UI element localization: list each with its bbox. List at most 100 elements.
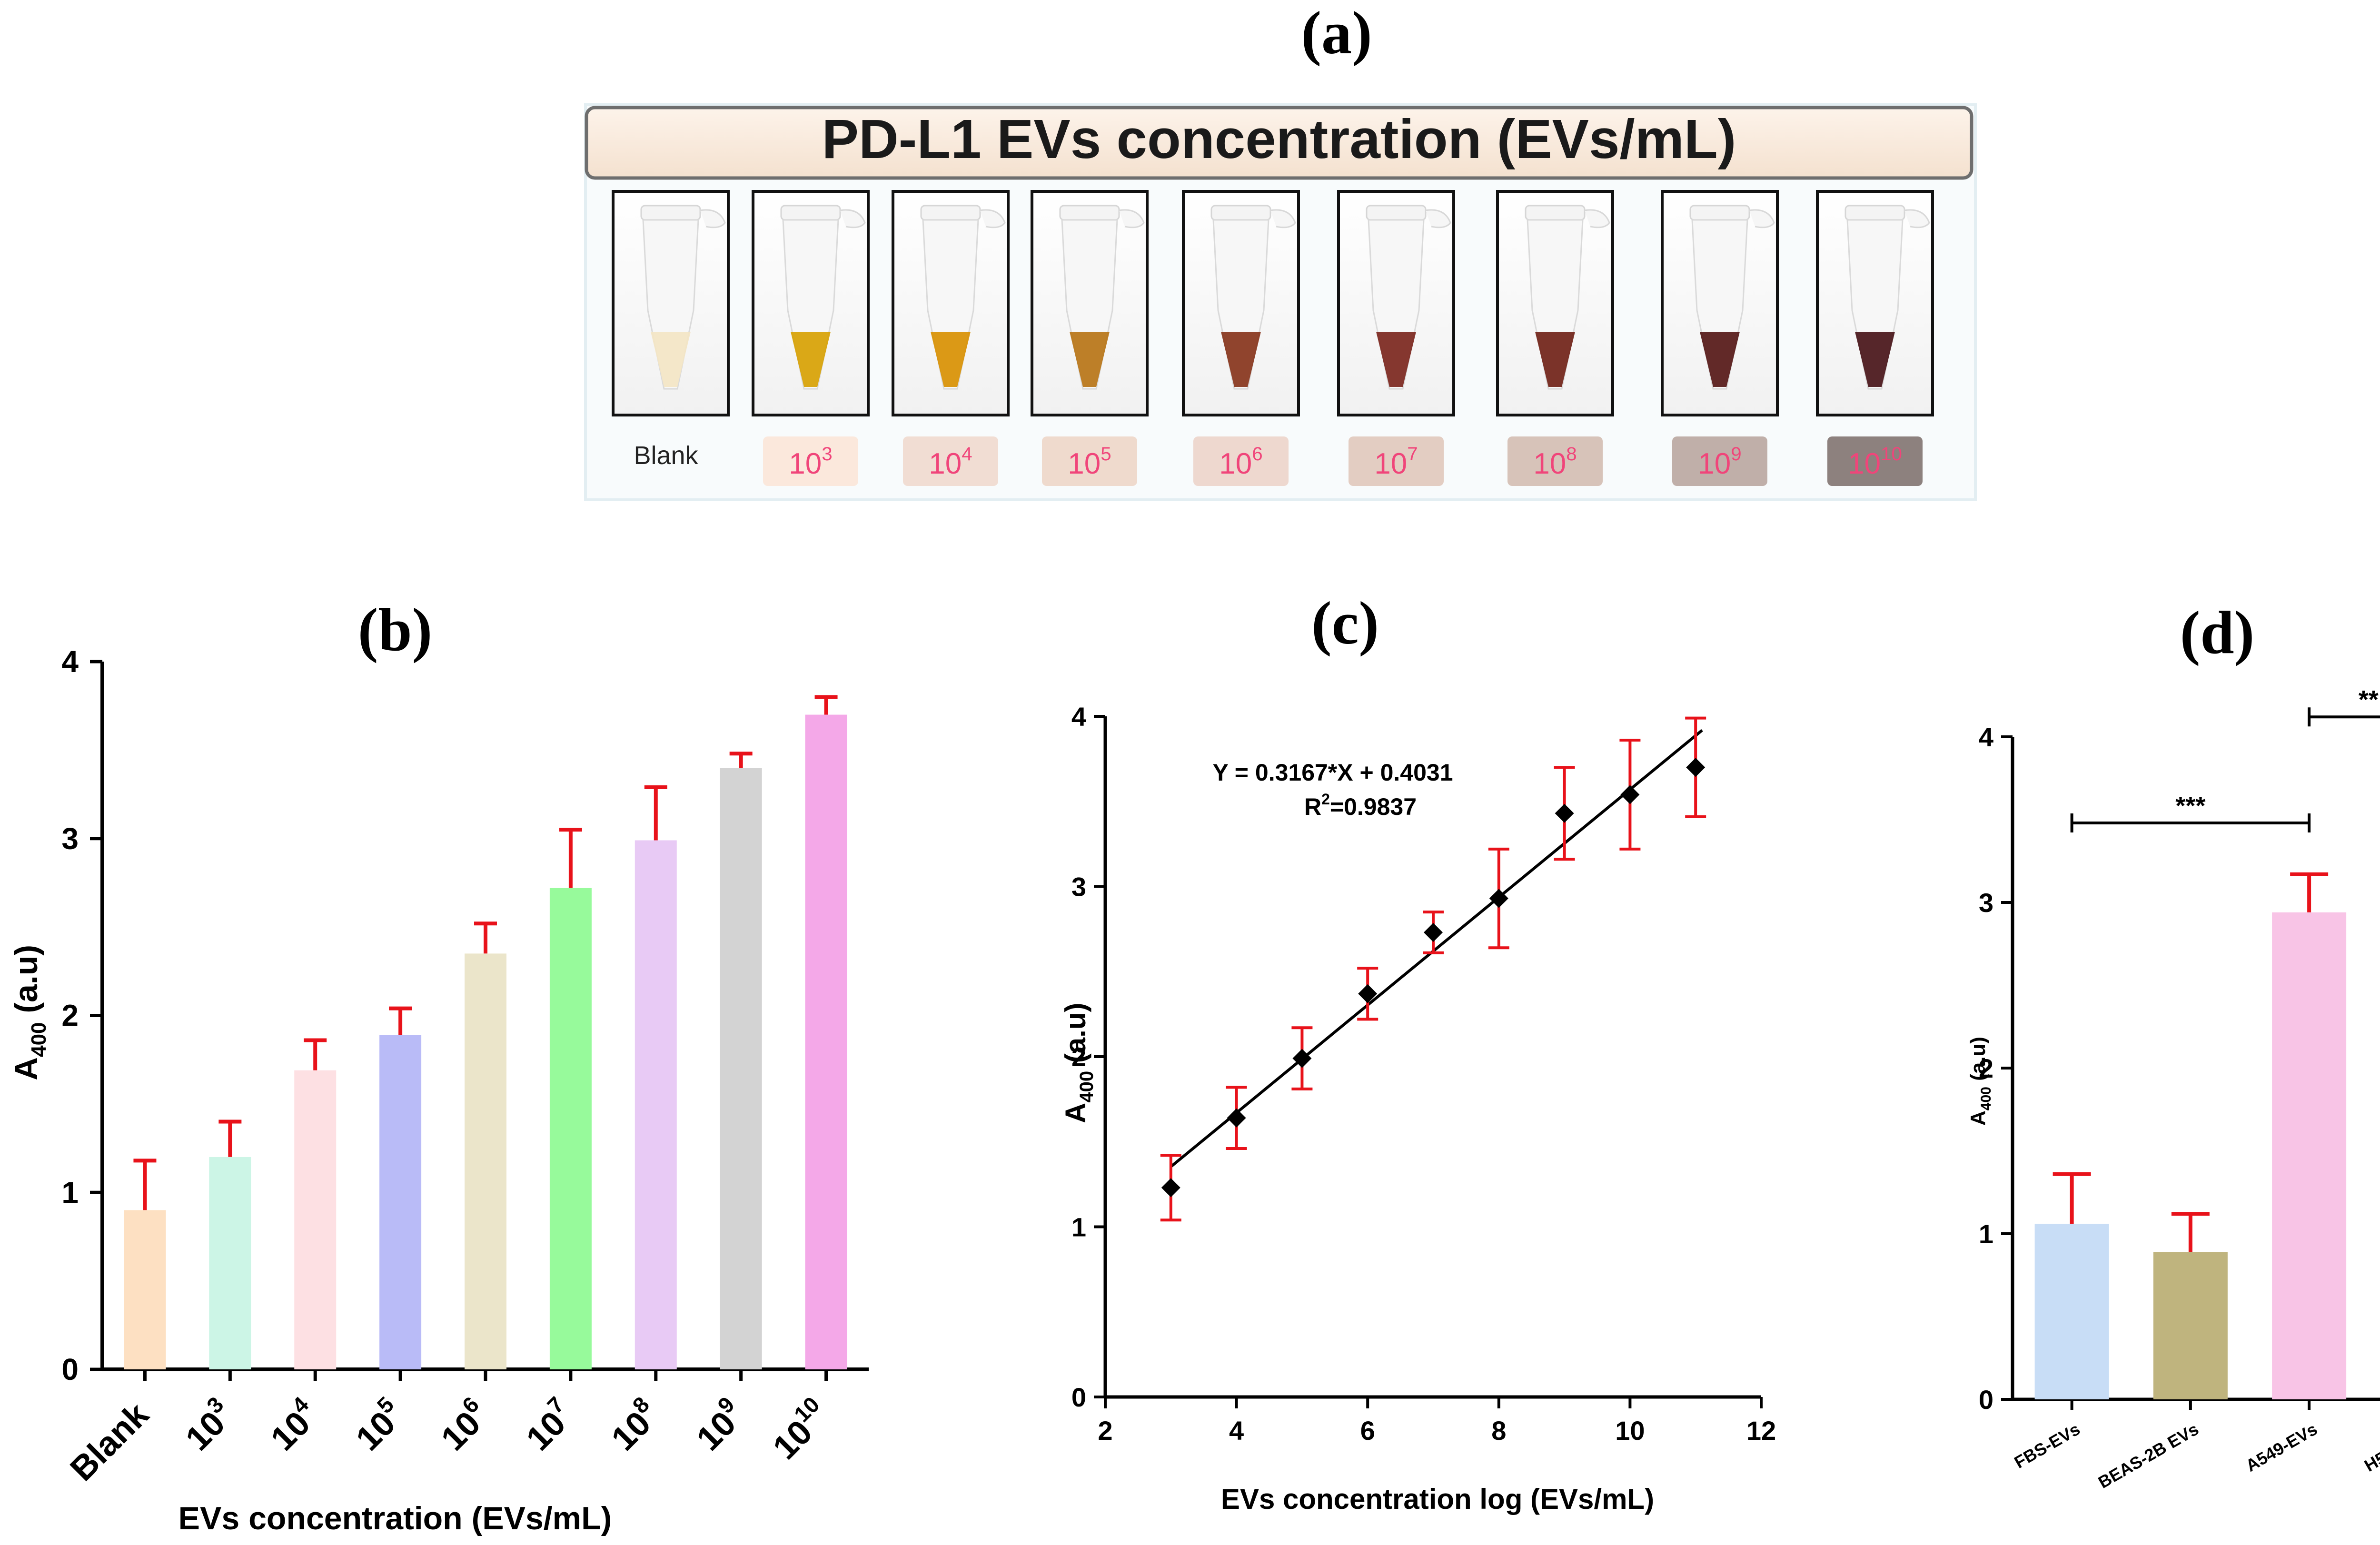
tube-label: 108 [1533,443,1577,480]
tube-liquid [1221,332,1261,387]
tube-liquid [1855,332,1895,387]
data-point [1161,1178,1180,1198]
chart-c-r2-value: =0.9837 [1330,793,1417,820]
x-tick-label: 10 [1615,1416,1645,1446]
data-point [1227,1108,1246,1128]
x-tick-label: 105 [345,1392,411,1458]
x-tick-label: 6 [1360,1416,1375,1446]
tube-4: 106 [1182,190,1300,486]
chart-c-ylabel-unit: (a.u) [1060,1003,1091,1071]
tube-8: 1010 [1816,190,1934,486]
data-point [1620,785,1640,804]
tube-cap [1844,205,1905,221]
panel-a: (a) PD-L1 EVs concentration (EVs/mL) Bla… [584,0,1977,501]
tube-label-exp: 6 [1252,443,1262,465]
bar [805,714,847,1369]
x-tick-label: 8 [1491,1416,1506,1446]
x-tick-label: FBS-EVs [2011,1419,2083,1472]
x-tick-label: 108 [601,1392,667,1458]
chart-b-xlabel: EVs concentration (EVs/mL) [178,1500,612,1536]
bar [2034,1224,2109,1399]
tube-3: 105 [1031,190,1149,486]
tube-lid [1749,209,1775,228]
tube-cap [1059,205,1120,221]
y-tick-label: 4 [61,644,79,679]
tube-7: 109 [1661,190,1779,486]
data-point [1555,803,1574,823]
tube-1: 103 [752,190,870,486]
y-tick-label: 2 [61,999,79,1033]
chart-c-xlabel: EVs concentration log (EVs/mL) [1221,1483,1654,1515]
banner [585,106,1973,180]
y-tick-label: 3 [1979,888,1993,918]
tube-cap [640,205,701,221]
chart-d-ylabel-sub: 400 [1978,1087,1994,1110]
bar [379,1035,422,1369]
chart-c-ylabel: A400 (a.u) [1060,1003,1097,1123]
tube-label-base: 10 [1374,447,1407,480]
significance-label: *** [2175,792,2205,820]
data-point [1358,984,1378,1003]
tube-label-exp: 3 [822,443,832,465]
y-tick-label: 1 [1979,1219,1993,1249]
tube-cap [1366,205,1427,221]
tube-label-base: 10 [1533,447,1566,480]
x-tick-label: 104 [260,1392,327,1458]
chart-d-ylabel-base: A [1966,1110,1990,1126]
tube-label-exp: 9 [1731,443,1741,465]
chart-c-r2: R2=0.9837 [1304,791,1417,820]
x-tick-label: 4 [1229,1416,1244,1446]
tube-label: 107 [1374,443,1418,480]
y-tick-label: 0 [61,1352,79,1387]
x-tick-label: 2 [1098,1416,1112,1446]
y-tick-label: 2 [1979,1053,1993,1083]
y-tick-label: 4 [1979,722,1993,752]
x-tick-label: 1010 [762,1392,837,1466]
data-point [1424,923,1443,942]
tube-label: Blank [634,441,698,470]
tube-label: 103 [789,443,832,480]
tube-label-tag [1349,436,1444,486]
chart-c-ylabel-sub: 400 [1076,1071,1097,1103]
chart-d: 0 1 2 3 4 FBS-EVs BEAS-2B EVs A549-EVs H596-EVs *… [1979,685,2380,1492]
bar [124,1210,166,1369]
tube-label-base: 10 [1698,447,1731,480]
tube-liquid [1700,332,1740,387]
tube-lid [1270,209,1296,228]
tube-liquid [1535,332,1575,387]
y-tick-label: 3 [1071,872,1086,902]
tube-label-tag [1042,436,1137,486]
x-tick-label-base: Blank [63,1395,157,1488]
panel-b-label: (b) [358,596,432,664]
tube-0: Blank [612,190,730,470]
data-point [1292,1049,1312,1068]
tube-2: 104 [892,190,1010,486]
panel-d: (d) 0 1 2 3 4 FBS-EVs BEAS-2B EVs A549-EVs H596-… [1966,599,2380,1492]
data-point [1686,758,1706,777]
banner-title: PD-L1 EVs concentration (EVs/mL) [822,108,1736,170]
chart-c-r2-exp: 2 [1321,791,1330,808]
tube-liquid [931,332,971,387]
tube-lid [700,209,726,228]
tube-row: Blank 103 104 105 106 107 108 109 1010 [612,190,1934,486]
tube-label: 109 [1698,443,1741,480]
tube-liquid [1070,332,1110,387]
significance-label: ** [2359,685,2379,714]
x-tick-label: 109 [686,1392,752,1458]
tube-label-tag [1827,436,1923,486]
tube-label-tag [903,436,998,486]
tube-label: 106 [1219,443,1262,480]
tube-label-base: 10 [1068,447,1101,480]
tube-cap [920,205,981,221]
tube-5: 107 [1337,190,1455,486]
x-tick-label: A549-EVs [2242,1419,2320,1476]
tube-label-base: 10 [1848,447,1881,480]
chart-b-ylabel-base: A [8,1057,44,1080]
x-tick-label: BEAS-2B EVs [2095,1419,2202,1492]
tube-cap [1689,205,1750,221]
y-tick-label: 1 [61,1175,79,1209]
